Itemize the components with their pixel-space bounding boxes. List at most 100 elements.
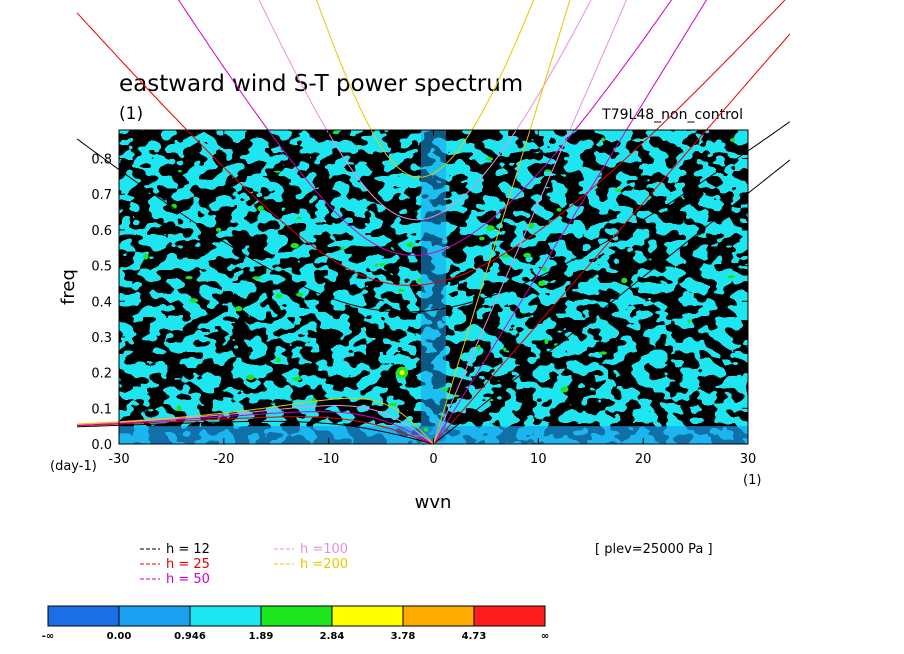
rossby-curve xyxy=(77,397,434,444)
inertia-gravity-curve xyxy=(258,0,592,221)
x-tick-label: 10 xyxy=(530,452,547,467)
colorbar-segment xyxy=(189,605,262,627)
power-spot xyxy=(730,138,736,142)
power-spot xyxy=(397,288,405,292)
power-spot xyxy=(452,394,460,397)
colorbar-label: 2.84 xyxy=(320,631,345,642)
power-spot xyxy=(503,347,507,352)
power-spot xyxy=(523,252,532,258)
power-spot xyxy=(378,263,387,266)
power-spot xyxy=(290,242,300,249)
chart-title: eastward wind S-T power spectrum xyxy=(119,71,523,97)
power-spot xyxy=(538,280,546,287)
low-frequency-band xyxy=(119,426,748,444)
zero-wavenumber-band xyxy=(420,130,447,444)
power-spot xyxy=(189,298,199,303)
x-tick-label: -30 xyxy=(108,452,129,467)
peak-core xyxy=(399,370,405,376)
spectrum-green-spots xyxy=(143,130,736,432)
inertia-gravity-curve xyxy=(316,0,535,178)
colorbar-segment xyxy=(118,605,191,627)
power-spot xyxy=(687,319,691,324)
kelvin-curve xyxy=(433,0,627,444)
colorbar-segment xyxy=(402,605,475,627)
power-spot xyxy=(621,277,628,284)
kelvin-curve xyxy=(433,33,791,444)
power-spot xyxy=(296,292,304,297)
power-spot xyxy=(216,227,222,232)
y-tick-label: 0.2 xyxy=(91,367,112,382)
power-spot xyxy=(178,169,182,173)
inertia-gravity-curve xyxy=(76,0,786,286)
spectrum-peaks xyxy=(396,366,409,379)
level-note: [ plev=25000 Pa ] xyxy=(595,542,713,557)
colorbar-segment xyxy=(47,605,120,627)
legend-label: h = 12 xyxy=(166,542,210,557)
power-spot xyxy=(501,254,510,258)
y-tick-label: 0.1 xyxy=(91,402,112,417)
power-spot xyxy=(252,276,261,280)
kelvin-curve xyxy=(433,0,571,444)
dispersion-curves xyxy=(76,0,791,444)
power-spot xyxy=(143,253,149,260)
power-spot xyxy=(246,374,255,380)
colorbar-label: 4.73 xyxy=(462,631,487,642)
x-tick-label: 30 xyxy=(740,452,757,467)
power-spot xyxy=(615,188,622,192)
power-spot xyxy=(276,357,281,363)
colorbar-label: ∞ xyxy=(541,631,549,642)
colorbar-segment xyxy=(473,605,546,627)
x-tick-label: -20 xyxy=(213,452,234,467)
colorbar-label: -∞ xyxy=(42,631,54,642)
x-tick-label: 0 xyxy=(429,452,437,467)
power-spot xyxy=(541,266,547,272)
power-spot xyxy=(374,263,378,267)
y-tick-label: 0.4 xyxy=(91,295,112,310)
colorbar: -∞ 0.00 0.946 1.89 2.84 3.78 4.73 ∞ xyxy=(42,605,549,642)
rossby-curve xyxy=(77,420,434,444)
y-tick-label: 0.8 xyxy=(91,153,112,168)
power-spot xyxy=(599,351,607,355)
power-spot xyxy=(185,276,193,280)
power-spot xyxy=(235,306,243,312)
power-spot xyxy=(176,405,182,412)
plot-area xyxy=(119,130,748,444)
power-spot xyxy=(311,397,316,403)
colorbar-label: 0.00 xyxy=(107,631,132,642)
power-spot xyxy=(544,169,552,173)
power-spot xyxy=(275,293,283,299)
inertia-gravity-curve xyxy=(76,121,791,313)
legend-label: h =200 xyxy=(300,557,348,572)
power-spot xyxy=(340,246,345,250)
y-tick-label: 0.5 xyxy=(91,260,112,275)
power-spot xyxy=(273,170,281,173)
power-spot xyxy=(486,157,494,161)
power-spot xyxy=(292,376,302,381)
power-spot xyxy=(417,277,422,284)
x-unit-label: (1) xyxy=(743,473,761,488)
axis-ticks: -30 -20 -10 0 10 20 30 0.0 0.1 0.2 0.3 0.4 0.5 0.6 0.7… xyxy=(91,130,756,467)
x-tick-label: 20 xyxy=(635,452,652,467)
y-tick-label: 0.3 xyxy=(91,331,112,346)
colorbar-segment xyxy=(331,605,404,627)
power-spot xyxy=(544,338,549,345)
colorbar-label: 1.89 xyxy=(249,631,274,642)
legend-label: h =100 xyxy=(300,542,348,557)
power-spot xyxy=(727,275,735,279)
rossby-curve xyxy=(77,411,434,444)
kelvin-curve xyxy=(433,0,707,444)
x-axis-label: wvn xyxy=(415,492,452,513)
power-spot xyxy=(332,130,340,135)
rossby-curve xyxy=(77,416,434,444)
rossby-curve xyxy=(77,405,434,444)
power-spot xyxy=(296,216,302,220)
legend-label: h = 50 xyxy=(166,572,210,587)
power-spot xyxy=(556,208,562,212)
power-spot xyxy=(441,387,449,391)
y-tick-label: 0.6 xyxy=(91,224,112,239)
y-unit-label: (day-1) xyxy=(50,459,97,474)
power-spot xyxy=(423,427,429,432)
power-spot xyxy=(560,386,569,393)
